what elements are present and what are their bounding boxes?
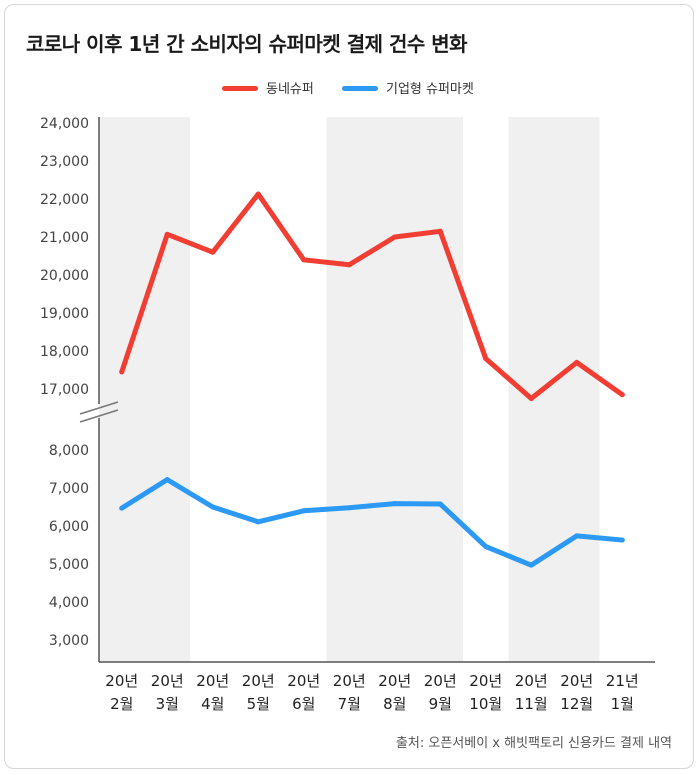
x-tick-label-month: 4월 [201,695,224,713]
x-tick-label-year: 20년 [515,672,548,690]
data-point-local-supermarket [574,359,580,365]
x-tick-label-year: 20년 [333,672,366,690]
data-point-enterprise-supermarket [301,508,307,514]
y-tick-label: 23,000 [40,154,89,170]
x-tick-label-month: 12월 [560,695,593,713]
source-note: 출처: 오픈서베이 x 해빗팩토리 신용카드 결제 내역 [395,736,672,751]
y-tick-label: 24,000 [40,116,89,132]
x-tick-label-year: 20년 [287,672,320,690]
data-point-local-supermarket [164,231,170,237]
series-line-enterprise-supermarket [119,477,625,568]
data-point-local-supermarket [483,356,489,362]
y-tick-label: 4,000 [49,595,89,611]
data-point-enterprise-supermarket [574,533,580,539]
legend-label-local: 동네슈퍼 [266,82,314,97]
y-tick-label: 20,000 [40,268,89,284]
shaded-band-0 [99,117,190,662]
x-tick-label-month: 3월 [156,695,179,713]
x-tick-label-year: 20년 [196,672,229,690]
x-tick-label-month: 2월 [110,695,133,713]
data-point-enterprise-supermarket [164,477,170,483]
x-tick-label-month: 7월 [338,695,361,713]
data-point-enterprise-supermarket [528,562,534,568]
data-point-enterprise-supermarket [437,501,443,507]
data-point-local-supermarket [437,228,443,234]
x-tick-label-year: 20년 [242,672,275,690]
x-tick-label-year: 21년 [606,672,639,690]
x-tick-label-month: 11월 [515,695,548,713]
data-point-enterprise-supermarket [619,537,625,543]
x-tick-label-year: 20년 [105,672,138,690]
data-point-local-supermarket [301,257,307,263]
y-tick-label: 6,000 [49,519,89,535]
y-tick-label: 7,000 [49,481,89,497]
x-tick-label-year: 20년 [560,672,593,690]
x-tick-label-year: 20년 [151,672,184,690]
x-tick-label-month: 6월 [292,695,315,713]
y-tick-label: 19,000 [40,306,89,322]
y-tick-label: 18,000 [40,344,89,360]
data-point-local-supermarket [346,262,352,268]
data-point-local-supermarket [528,396,534,401]
axis-break-mark-2 [79,409,119,423]
x-tick-label-month: 10월 [469,695,502,713]
y-tick-label: 3,000 [49,633,89,649]
axis-break-mark-1 [79,401,119,415]
legend-label-enterprise: 기업형 슈퍼마켓 [386,82,474,97]
y-tick-label: 17,000 [40,382,89,398]
x-tick-label-month: 1월 [611,695,634,713]
x-tick-label-year: 20년 [424,672,457,690]
y-tick-label: 21,000 [40,230,89,246]
x-tick-label-year: 20년 [469,672,502,690]
data-point-enterprise-supermarket [392,501,398,507]
x-tick-label-month: 5월 [247,695,270,713]
data-point-enterprise-supermarket [255,519,261,525]
chart-title: 코로나 이후 1년 간 소비자의 슈퍼마켓 결제 건수 변화 [26,32,468,56]
data-point-local-supermarket [255,191,261,197]
legend-swatch-local [222,86,258,91]
shaded-band-1 [326,117,463,662]
x-tick-label-year: 20년 [378,672,411,690]
data-point-enterprise-supermarket [210,504,216,510]
data-point-local-supermarket [392,234,398,240]
data-point-local-supermarket [119,369,125,375]
data-point-enterprise-supermarket [119,505,125,511]
series-line-local-supermarket [119,191,625,401]
legend-swatch-enterprise [342,86,378,91]
x-tick-label-month: 9월 [429,695,452,713]
data-point-enterprise-supermarket [483,544,489,550]
y-tick-label: 8,000 [49,443,89,459]
y-tick-label: 5,000 [49,557,89,573]
data-point-local-supermarket [210,249,216,255]
data-point-local-supermarket [619,392,625,398]
data-point-enterprise-supermarket [346,505,352,511]
chart-legend: 동네슈퍼 기업형 슈퍼마켓 [0,78,700,98]
y-tick-label: 22,000 [40,192,89,208]
x-tick-label-month: 8월 [383,695,406,713]
